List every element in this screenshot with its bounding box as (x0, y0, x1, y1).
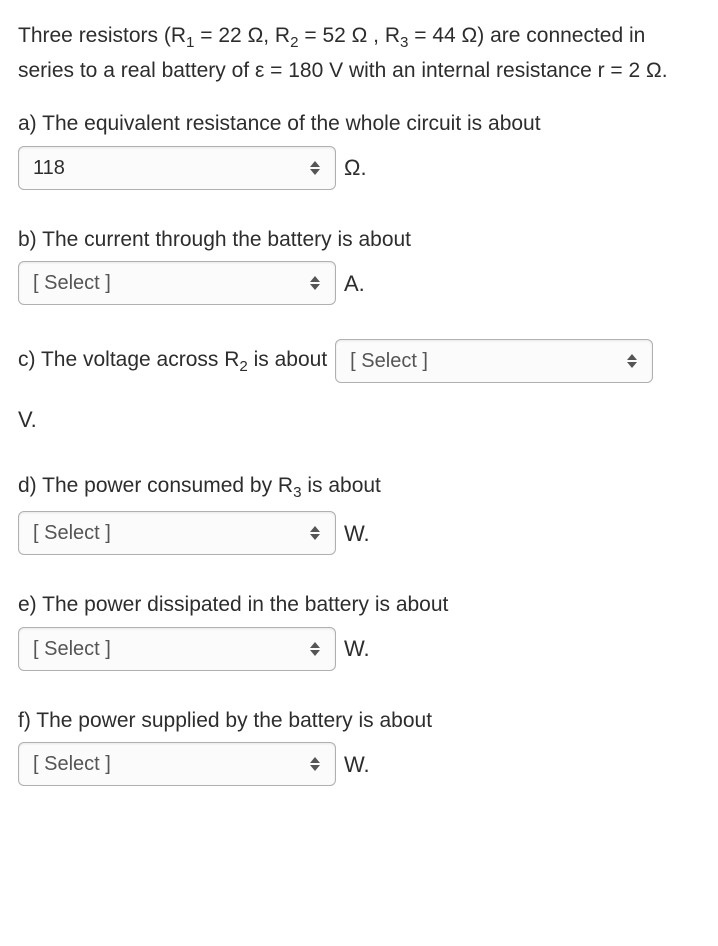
part-c: c) The voltage across R2 is about [ Sele… (18, 339, 700, 436)
part-a-prompt: a) The equivalent resistance of the whol… (18, 108, 700, 140)
part-c-select[interactable]: [ Select ] (335, 339, 653, 383)
part-a-unit: Ω. (344, 151, 367, 184)
part-b-prompt: b) The current through the battery is ab… (18, 224, 700, 256)
part-f-value: [ Select ] (33, 749, 111, 779)
part-d-prompt: d) The power consumed by R3 is about (18, 470, 700, 505)
part-d-value: [ Select ] (33, 518, 111, 548)
part-b: b) The current through the battery is ab… (18, 224, 700, 306)
part-e: e) The power dissipated in the battery i… (18, 589, 700, 671)
part-c-value: [ Select ] (350, 346, 428, 376)
part-b-unit: A. (344, 267, 365, 300)
part-d-unit: W. (344, 517, 370, 550)
stepper-icon (305, 750, 325, 778)
part-a-value: 118 (33, 153, 65, 183)
part-d-select[interactable]: [ Select ] (18, 511, 336, 555)
part-b-value: [ Select ] (33, 268, 111, 298)
part-c-unit: V. (18, 403, 700, 436)
part-e-unit: W. (344, 632, 370, 665)
problem-statement: Three resistors (R1 = 22 Ω, R2 = 52 Ω , … (18, 20, 700, 86)
part-c-prompt: c) The voltage across R2 is about (18, 344, 327, 379)
part-a-select[interactable]: 118 (18, 146, 336, 190)
stepper-icon (305, 519, 325, 547)
part-d: d) The power consumed by R3 is about [ S… (18, 470, 700, 555)
stepper-icon (305, 269, 325, 297)
part-e-value: [ Select ] (33, 634, 111, 664)
part-e-prompt: e) The power dissipated in the battery i… (18, 589, 700, 621)
stepper-icon (305, 154, 325, 182)
part-a: a) The equivalent resistance of the whol… (18, 108, 700, 190)
part-b-select[interactable]: [ Select ] (18, 261, 336, 305)
part-e-select[interactable]: [ Select ] (18, 627, 336, 671)
part-f-select[interactable]: [ Select ] (18, 742, 336, 786)
part-f-prompt: f) The power supplied by the battery is … (18, 705, 700, 737)
stepper-icon (305, 635, 325, 663)
part-f: f) The power supplied by the battery is … (18, 705, 700, 787)
part-f-unit: W. (344, 748, 370, 781)
stepper-icon (622, 347, 642, 375)
